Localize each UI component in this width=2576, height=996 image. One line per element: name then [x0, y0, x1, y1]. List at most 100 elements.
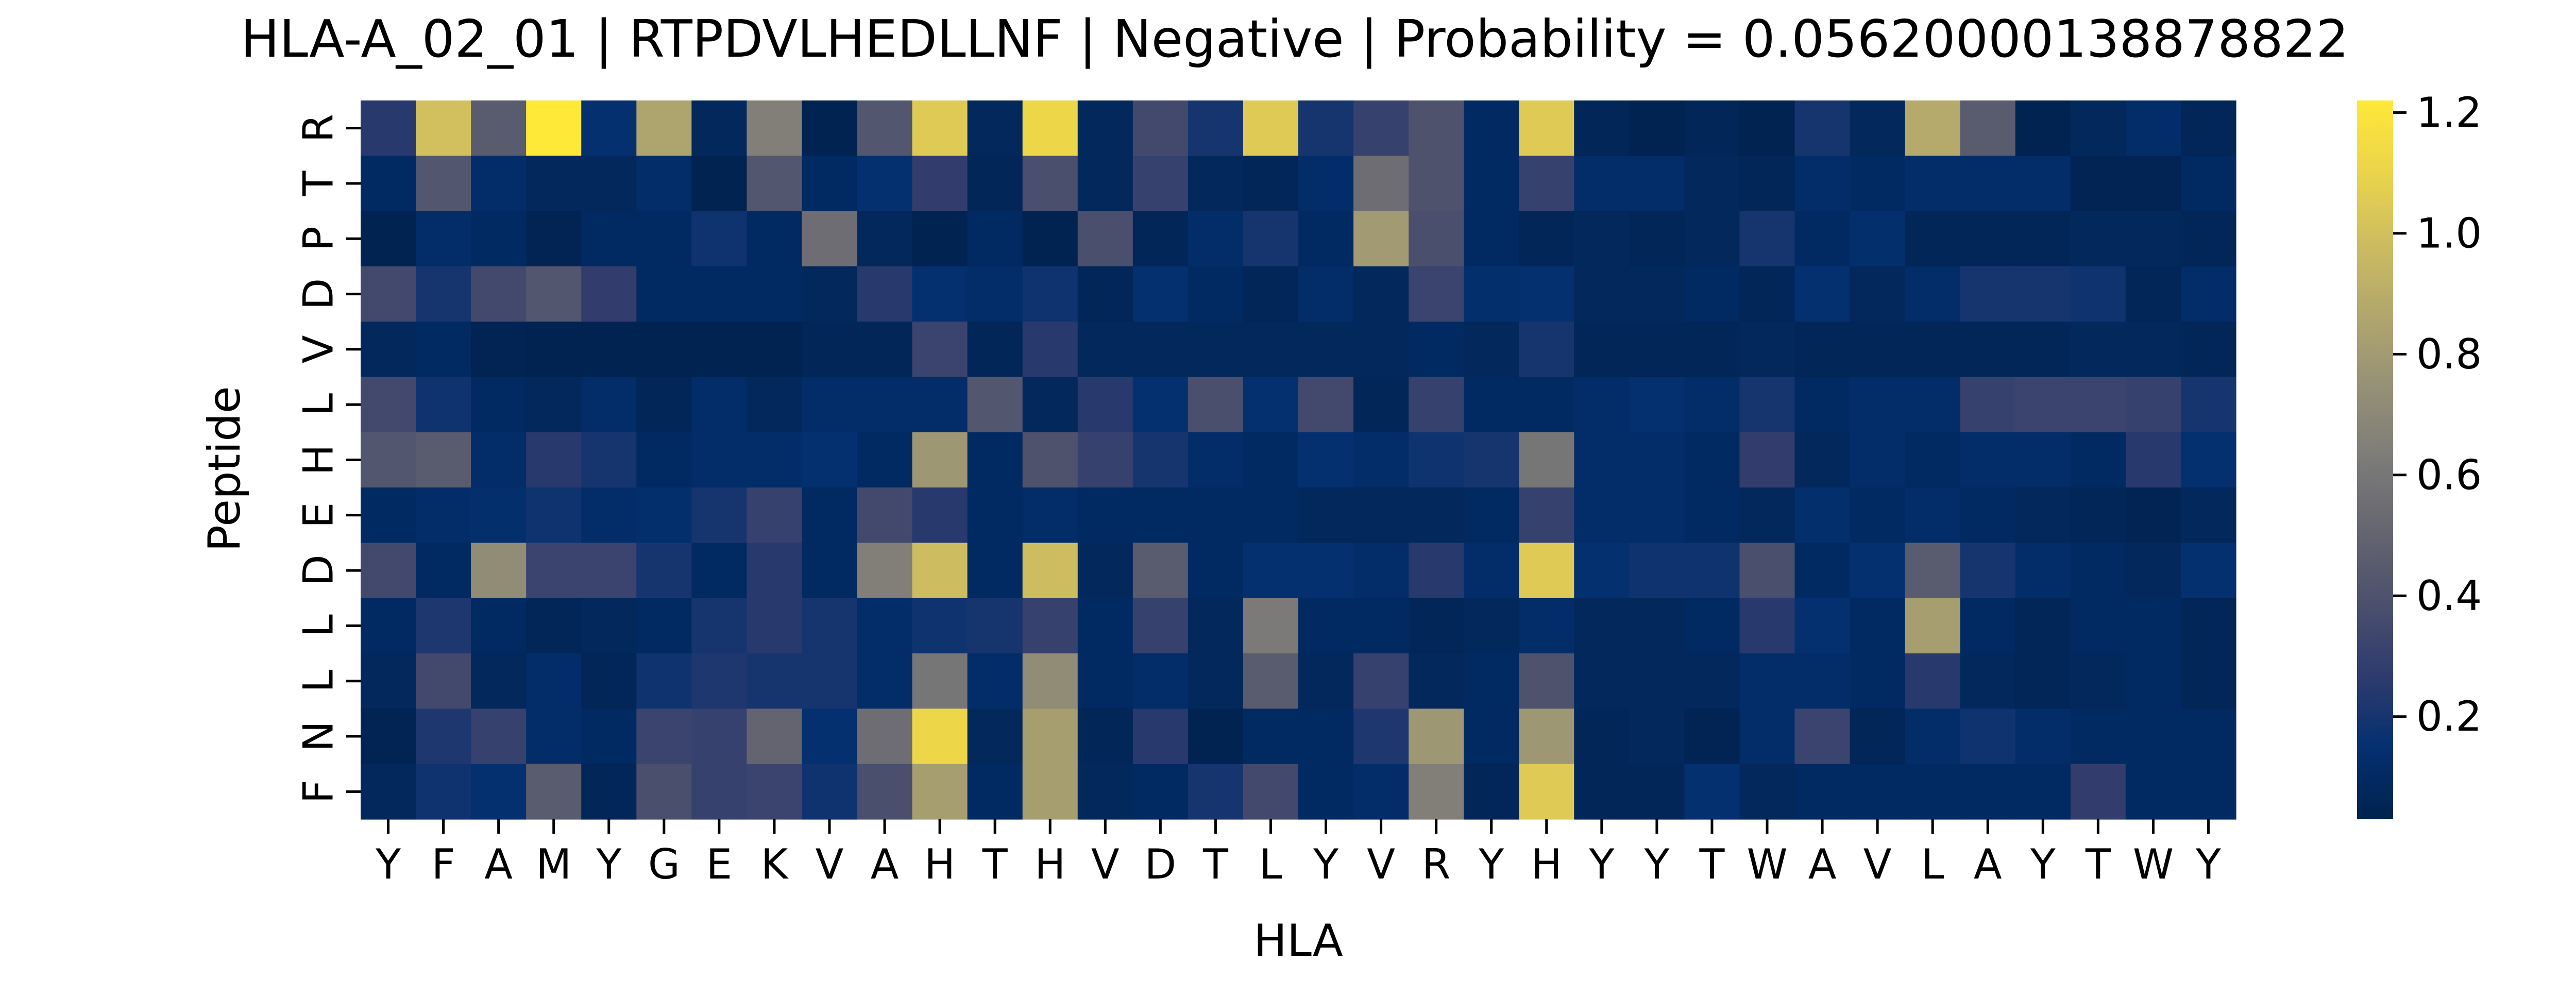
heatmap-cell — [581, 377, 637, 433]
heatmap-cell — [1850, 653, 1906, 709]
x-tick-label: A — [871, 840, 899, 888]
heatmap-cell — [2125, 322, 2181, 378]
heatmap-cell — [857, 266, 913, 322]
heatmap-cell — [1409, 487, 1464, 544]
heatmap-cell — [581, 487, 637, 544]
heatmap-cell — [1464, 708, 1519, 765]
heatmap-cell — [1188, 156, 1244, 212]
heatmap-cell — [1739, 708, 1795, 765]
heatmap-cell — [1574, 543, 1630, 599]
heatmap-cell — [1629, 211, 1685, 267]
heatmap-cell — [2125, 487, 2181, 544]
heatmap-cell — [802, 377, 858, 433]
y-tick-label: H — [295, 444, 343, 475]
heatmap-cell — [1684, 487, 1740, 544]
heatmap-cell — [1519, 543, 1574, 599]
heatmap-cell — [802, 764, 858, 820]
heatmap-cell — [1574, 156, 1630, 212]
heatmap-cell — [1684, 211, 1740, 267]
x-tick-label: T — [982, 840, 1008, 888]
heatmap-cell — [1960, 764, 2016, 820]
heatmap-cell — [1132, 156, 1189, 212]
heatmap-cell — [2180, 487, 2236, 544]
heatmap-cell — [1850, 322, 1906, 378]
y-tick-label: E — [295, 502, 343, 529]
heatmap-cell — [1077, 764, 1133, 820]
heatmap-cell — [361, 708, 416, 765]
heatmap-cell — [2015, 653, 2071, 709]
heatmap-cell — [912, 653, 968, 709]
heatmap-cell — [2180, 211, 2236, 267]
x-tick-label: E — [706, 840, 733, 888]
heatmap-cell — [1960, 598, 2016, 654]
heatmap-cell — [526, 487, 582, 544]
heatmap-cell — [2015, 432, 2071, 488]
heatmap-cell — [416, 156, 471, 212]
heatmap-cell — [471, 432, 527, 488]
heatmap-cell — [1077, 100, 1133, 156]
heatmap-cell — [636, 598, 692, 654]
heatmap-cell — [471, 764, 527, 820]
heatmap-cell — [747, 708, 803, 765]
heatmap-cell — [2180, 653, 2236, 709]
heatmap-cell — [1739, 543, 1795, 599]
y-tick-label: D — [295, 278, 343, 310]
heatmap-cell — [1960, 377, 2016, 433]
heatmap-cell — [1188, 266, 1244, 322]
heatmap-cell — [2070, 708, 2126, 765]
heatmap-cell — [1188, 100, 1244, 156]
y-tick-label: N — [295, 721, 343, 752]
heatmap-cell — [1077, 432, 1133, 488]
heatmap-cell — [1629, 322, 1685, 378]
heatmap-cell — [2015, 708, 2071, 765]
heatmap-cell — [1794, 211, 1851, 267]
heatmap-cell — [2180, 377, 2236, 433]
heatmap-cell — [416, 432, 471, 488]
y-tick-label: L — [295, 393, 343, 416]
heatmap-cell — [1409, 377, 1464, 433]
heatmap-cell — [1243, 487, 1299, 544]
heatmap-cell — [471, 377, 527, 433]
heatmap-cells — [361, 100, 2236, 820]
heatmap-cell — [1298, 211, 1354, 267]
heatmap-cell — [1298, 156, 1354, 212]
heatmap-cell — [691, 708, 748, 765]
colorbar-tick-label: 0.6 — [2416, 451, 2482, 499]
heatmap-cell — [1739, 377, 1795, 433]
heatmap-cell — [2180, 708, 2236, 765]
heatmap-cell — [2180, 100, 2236, 156]
heatmap-cell — [581, 708, 637, 765]
heatmap-cell — [1960, 487, 2016, 544]
heatmap-cell — [1739, 156, 1795, 212]
heatmap-cell — [802, 432, 858, 488]
heatmap-cell — [802, 100, 858, 156]
heatmap-cell — [1298, 708, 1354, 765]
heatmap-cell — [912, 100, 968, 156]
heatmap-cell — [1850, 543, 1906, 599]
x-tick-label: T — [1699, 840, 1725, 888]
heatmap-cell — [857, 543, 913, 599]
heatmap-cell — [802, 598, 858, 654]
heatmap-cell — [1298, 598, 1354, 654]
heatmap-cell — [1077, 543, 1133, 599]
heatmap-cell — [2180, 266, 2236, 322]
heatmap-cell — [1132, 100, 1189, 156]
heatmap-cell — [526, 377, 582, 433]
heatmap-cell — [526, 653, 582, 709]
heatmap-cell — [1684, 432, 1740, 488]
heatmap-cell — [1905, 598, 1961, 654]
heatmap-cell — [1188, 432, 1244, 488]
heatmap-cell — [1519, 653, 1574, 709]
heatmap-cell — [2070, 543, 2126, 599]
heatmap-cell — [912, 211, 968, 267]
heatmap-cell — [1519, 377, 1574, 433]
heatmap-cell — [747, 764, 803, 820]
heatmap-cell — [1132, 764, 1189, 820]
heatmap-cell — [1684, 100, 1740, 156]
heatmap-cell — [471, 487, 527, 544]
heatmap-cell — [1574, 598, 1630, 654]
heatmap-cell — [912, 156, 968, 212]
heatmap-cell — [857, 598, 913, 654]
heatmap-cell — [1464, 487, 1519, 544]
heatmap-cell — [1188, 487, 1244, 544]
